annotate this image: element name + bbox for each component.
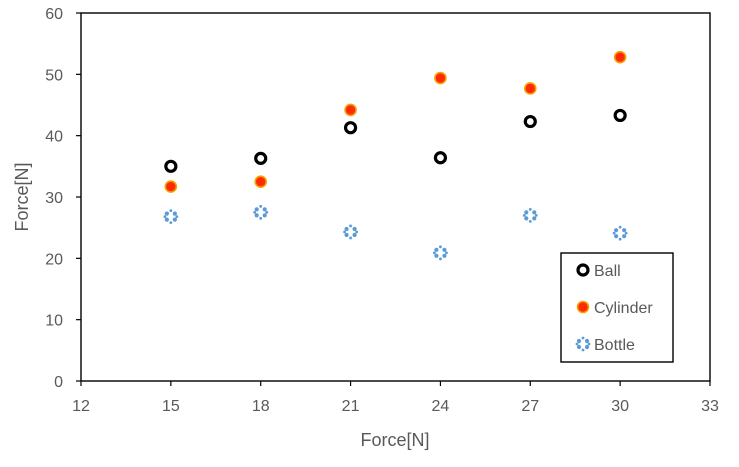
data-point-bottle xyxy=(433,245,448,261)
legend: Ball Cylinder Bottle xyxy=(560,252,674,363)
data-point-bottle xyxy=(163,209,179,225)
data-point-cylinder xyxy=(344,103,357,117)
data-point-bottle xyxy=(343,224,358,240)
x-tick-label: 33 xyxy=(701,398,719,415)
data-point-cylinder xyxy=(613,50,627,64)
x-tick-label: 12 xyxy=(72,398,90,415)
legend-label: Ball xyxy=(594,263,621,280)
y-tick-label: 40 xyxy=(45,129,63,146)
y-tick-label: 10 xyxy=(45,313,63,330)
y-tick-label: 60 xyxy=(45,6,63,23)
series-bottle xyxy=(163,204,628,261)
x-tick-label: 18 xyxy=(252,398,270,415)
legend-item-bottle: Bottle xyxy=(575,336,635,354)
legend-items: Ball Cylinder Bottle xyxy=(575,263,653,354)
legend-marker-bottle xyxy=(575,336,591,352)
legend-item-cylinder: Cylinder xyxy=(576,300,653,317)
data-point-ball xyxy=(523,114,537,129)
data-point-cylinder xyxy=(164,180,178,193)
x-tick-label: 21 xyxy=(342,398,360,415)
data-point-cylinder xyxy=(434,71,447,85)
y-tick-label: 20 xyxy=(45,251,63,268)
data-point-ball xyxy=(343,121,358,135)
data-point-ball xyxy=(433,151,448,165)
x-tick-label: 15 xyxy=(162,398,180,415)
data-series xyxy=(163,50,628,261)
x-axis-label: Force[N] xyxy=(360,430,429,450)
data-point-bottle xyxy=(253,204,269,220)
data-point-cylinder xyxy=(523,82,537,95)
data-point-bottle xyxy=(522,208,538,223)
data-point-bottle xyxy=(612,225,628,241)
legend-label: Cylinder xyxy=(594,300,653,317)
x-axis-ticks: 12 15 18 21 24 27 30 33 xyxy=(72,381,719,415)
data-point-ball xyxy=(254,151,268,165)
data-point-ball xyxy=(164,159,178,173)
y-axis-ticks: 0 10 20 30 40 50 60 xyxy=(45,6,81,391)
y-axis-label: Force[N] xyxy=(12,162,32,231)
x-tick-label: 27 xyxy=(521,398,539,415)
y-tick-label: 0 xyxy=(54,374,63,391)
x-tick-label: 30 xyxy=(611,398,629,415)
legend-marker-ball xyxy=(576,263,590,277)
x-tick-label: 24 xyxy=(432,398,450,415)
y-tick-label: 30 xyxy=(45,190,63,207)
y-tick-label: 50 xyxy=(45,67,63,84)
legend-marker-cylinder xyxy=(576,300,590,314)
series-cylinder xyxy=(164,50,627,193)
series-ball xyxy=(164,108,627,173)
legend-label: Bottle xyxy=(594,337,635,354)
data-point-cylinder xyxy=(254,175,268,188)
legend-item-ball: Ball xyxy=(576,263,621,280)
data-point-ball xyxy=(613,108,627,123)
